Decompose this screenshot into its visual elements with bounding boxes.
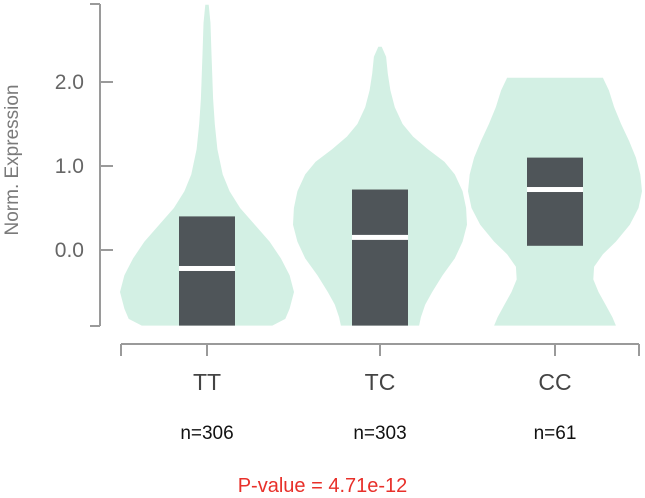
p-value-text: P-value = 4.71e-12 — [237, 475, 408, 497]
sample-count-label: n=61 — [533, 423, 577, 444]
y-axis-label: Norm. Expression — [2, 85, 23, 236]
violins — [120, 4, 642, 326]
violin-tt — [120, 4, 294, 326]
y-tick-label: 2.0 — [55, 71, 84, 94]
iqr-box-cc — [527, 157, 583, 246]
x-tick-label: TC — [365, 369, 396, 395]
x-tick-label: CC — [538, 369, 571, 395]
sample-count-label: n=303 — [353, 423, 407, 444]
y-tick-label: 0.0 — [55, 239, 84, 262]
sample-count-label: n=306 — [180, 423, 234, 444]
iqr-box-tc — [352, 189, 408, 326]
median-line-tc — [352, 234, 408, 240]
median-line-tt — [179, 265, 235, 271]
x-ticks: TT TC CC — [120, 344, 640, 395]
iqr-box-tt — [179, 216, 235, 326]
violin-tc — [293, 46, 467, 326]
y-ticks: 0.0 1.0 2.0 — [55, 3, 113, 327]
x-tick-label: TT — [193, 369, 221, 395]
median-line-cc — [527, 187, 583, 193]
y-tick-label: 1.0 — [55, 155, 84, 178]
